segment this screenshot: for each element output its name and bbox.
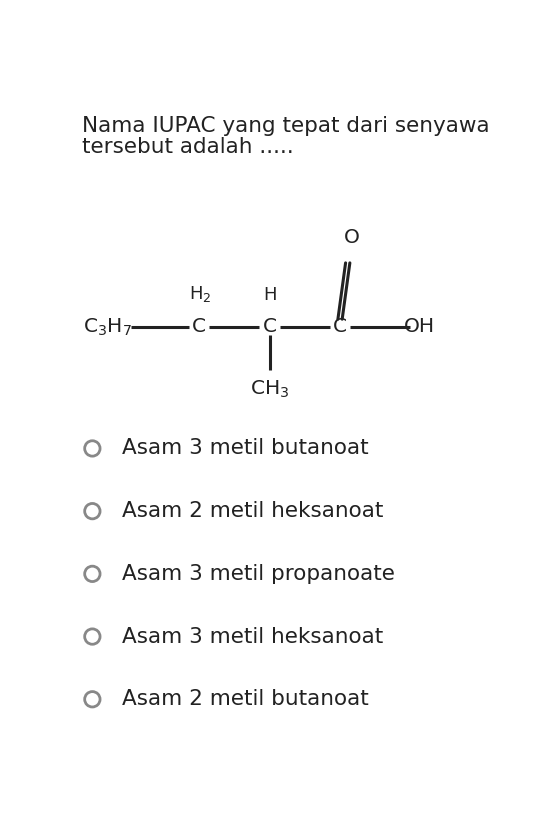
Text: $\mathsf{C_3H_7}$: $\mathsf{C_3H_7}$ bbox=[83, 317, 132, 337]
Text: Asam 3 metil propanoate: Asam 3 metil propanoate bbox=[122, 564, 395, 584]
Text: H: H bbox=[263, 286, 277, 304]
Text: C: C bbox=[192, 317, 206, 337]
Text: C: C bbox=[263, 317, 277, 337]
Text: tersebut adalah .....: tersebut adalah ..... bbox=[82, 137, 294, 157]
Text: Asam 3 metil heksanoat: Asam 3 metil heksanoat bbox=[122, 627, 383, 647]
Text: $\mathsf{CH_3}$: $\mathsf{CH_3}$ bbox=[250, 379, 289, 401]
Text: OH: OH bbox=[403, 317, 435, 337]
Text: $\mathsf{H_2}$: $\mathsf{H_2}$ bbox=[189, 283, 212, 303]
Text: Asam 3 metil butanoat: Asam 3 metil butanoat bbox=[122, 439, 369, 459]
Text: O: O bbox=[344, 228, 360, 247]
Text: Nama IUPAC yang tepat dari senyawa: Nama IUPAC yang tepat dari senyawa bbox=[82, 116, 489, 135]
Text: Asam 2 metil butanoat: Asam 2 metil butanoat bbox=[122, 689, 369, 710]
Text: Asam 2 metil heksanoat: Asam 2 metil heksanoat bbox=[122, 501, 383, 521]
Text: C: C bbox=[333, 317, 347, 337]
